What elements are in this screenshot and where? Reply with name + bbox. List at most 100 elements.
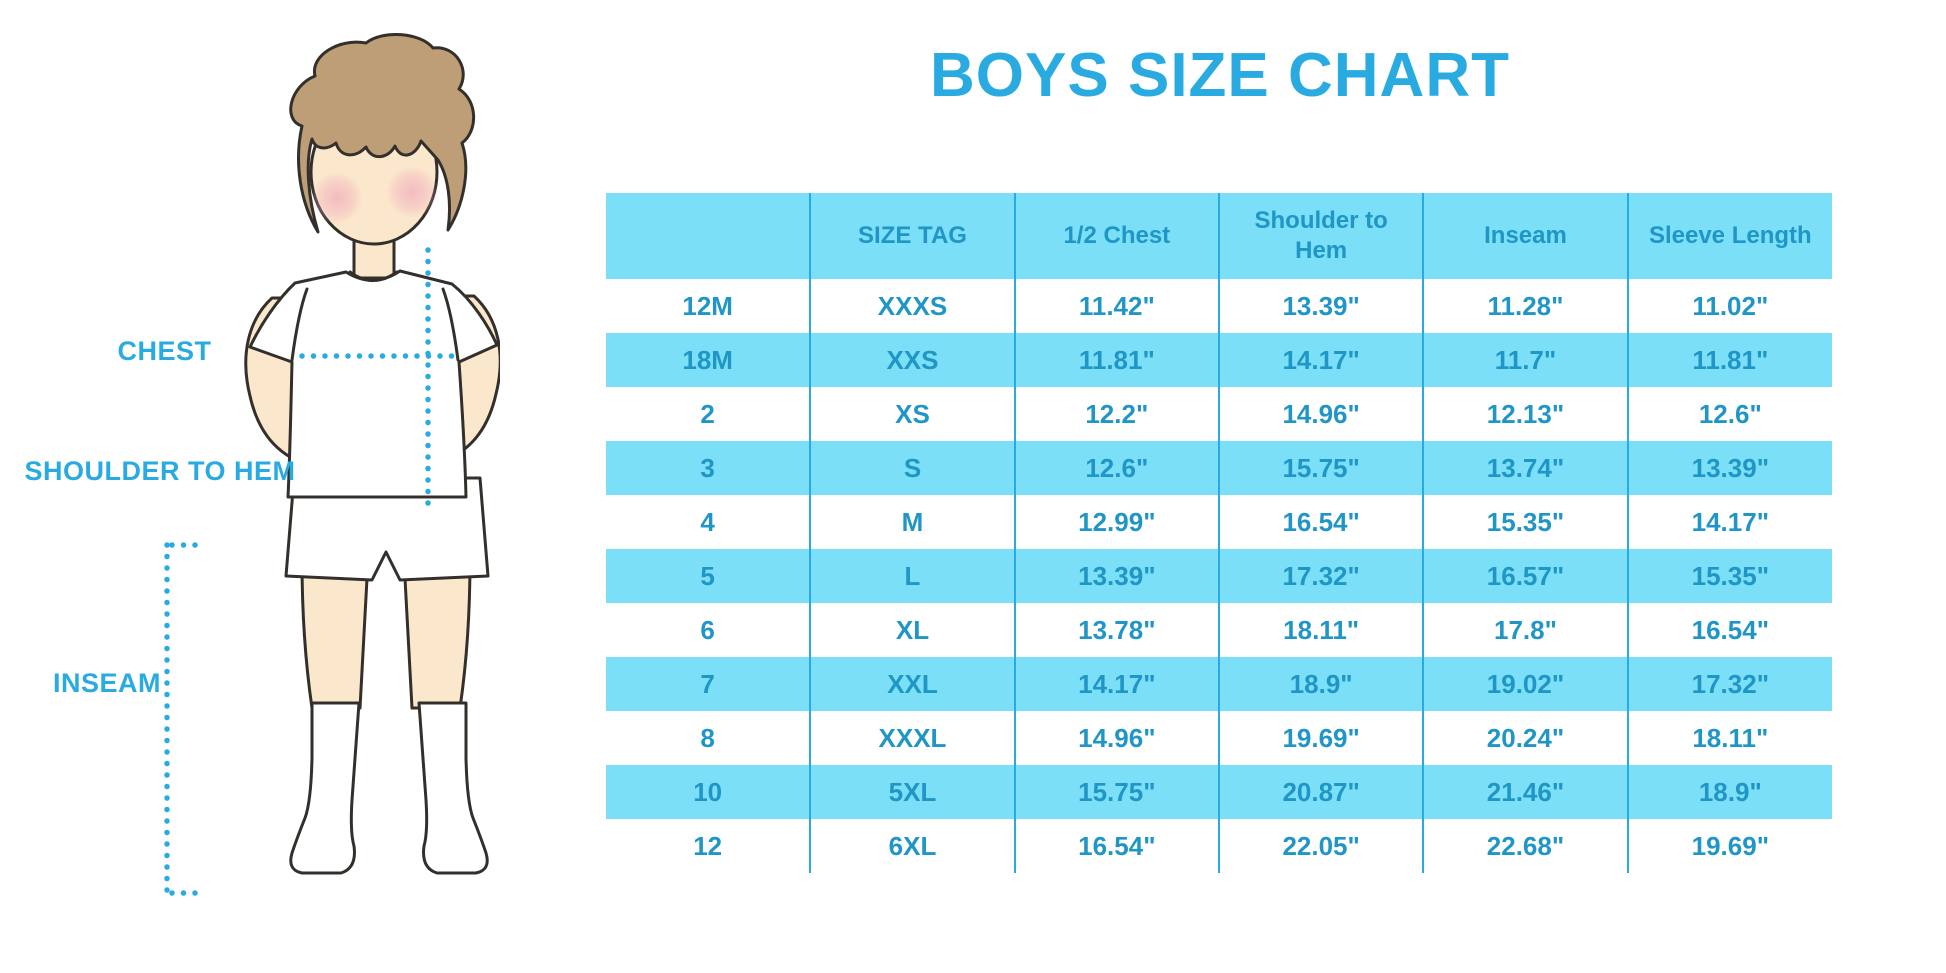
boy-left-blush [311, 172, 363, 224]
table-row: 8 XXXL 14.96" 19.69" 20.24" 18.11" [606, 711, 1832, 765]
table-row: 4 M 12.99" 16.54" 15.35" 14.17" [606, 495, 1832, 549]
measurement-cell: 13.74" [1423, 441, 1629, 495]
size-cell: 10 [606, 765, 812, 819]
measurement-cell: 18.9" [1218, 657, 1425, 711]
measurement-cell: XS [810, 387, 1016, 441]
column-header: 1/2 Chest [1014, 193, 1220, 279]
measurement-cell: 13.39" [1627, 441, 1832, 495]
measurement-cell: XXS [810, 333, 1016, 387]
size-cell: 3 [606, 441, 812, 495]
measurement-cell: 14.17" [1218, 333, 1425, 387]
measurement-cell: 14.17" [1691, 506, 1770, 537]
measurement-cell: 13.78" [1014, 603, 1220, 657]
measurement-cell: 16.54" [1014, 819, 1220, 873]
chest-label: CHEST [117, 336, 212, 366]
measurement-cell: 6XL [810, 819, 1016, 873]
table-row: 12 6XL 16.54" 22.05" 22.68" 19.69" [606, 819, 1832, 873]
size-table-head-row: SIZE TAG 1/2 Chest Shoulder to Hem Inseam Sl… [606, 193, 1832, 279]
measurement-cell: 15.35" [1423, 495, 1629, 549]
measurement-cell: 18.11" [1218, 603, 1425, 657]
boy-right-sock [417, 701, 489, 875]
measurement-cell: 17.32" [1218, 549, 1425, 603]
measurement-cell: 15.35" [1627, 549, 1832, 603]
measurement-cell: 12.13" [1423, 387, 1629, 441]
table-row: 7 XXL 14.17" 18.9" 19.02" 17.32" [606, 657, 1832, 711]
measurement-cell: 12.6" [1014, 441, 1220, 495]
measurement-cell: 17.8" [1423, 603, 1629, 657]
table-row: 3 S 12.6" 15.75" 13.74" 13.39" [606, 441, 1832, 495]
measurement-cell: 5XL [810, 765, 1016, 819]
size-cell: 12M [606, 279, 812, 333]
measurement-cell: 18.9" [1627, 765, 1832, 819]
measurement-cell: 11.28" [1423, 279, 1629, 333]
measurement-cell: L [810, 549, 1016, 603]
size-table-header: SIZE TAG 1/2 Chest Shoulder to Hem Inseam Sl… [606, 193, 1832, 279]
table-row: 2 XS 12.2" 14.96" 12.13" 12.6" [606, 387, 1832, 441]
measurement-cell: 16.54" [1691, 614, 1770, 645]
measurement-cell: 13.39" [1014, 549, 1220, 603]
column-header-empty [606, 193, 812, 279]
boy-shirt [248, 269, 499, 499]
measurement-cell: 20.87" [1218, 765, 1425, 819]
measurement-cell: 19.69" [1218, 711, 1425, 765]
measurement-cell: 15.75" [1218, 441, 1425, 495]
measurement-cell: XXL [810, 657, 1016, 711]
table-row: 6 XL 13.78" 18.11" 17.8" 16.54" [606, 603, 1832, 657]
measurement-cell: XXXL [810, 711, 1016, 765]
measurement-cell: 17.32" [1627, 657, 1832, 711]
size-table: SIZE TAG 1/2 Chest Shoulder to Hem Inseam Sl… [606, 193, 1832, 873]
size-cell: 6 [606, 603, 812, 657]
measurement-cell: S [810, 441, 1016, 495]
measurement-cell: 22.05" [1218, 819, 1425, 873]
measurement-cell: 13.39" [1218, 279, 1425, 333]
boy-illustration: CHEST SHOULDER TO HEM INSEAM [0, 0, 500, 973]
boy-left-thigh [300, 558, 370, 710]
measurement-cell: 19.69" [1691, 830, 1770, 861]
boy-legs [289, 558, 489, 875]
size-cell: 5 [606, 549, 812, 603]
measurement-cell: XXXS [810, 279, 1016, 333]
table-row: 5 L 13.39" 17.32" 16.57" 15.35" [606, 549, 1832, 603]
table-row: 18M XXS 11.81" 14.17" 11.7" 11.81" [606, 333, 1832, 387]
column-header: SIZE TAG [810, 193, 1016, 279]
inseam-label: INSEAM [52, 668, 161, 698]
measurement-cell: 15.75" [1014, 765, 1220, 819]
measurement-cell: 11.7" [1423, 333, 1629, 387]
measurement-cell: 11.02" [1692, 290, 1769, 321]
measurement-cell: 12.2" [1014, 387, 1220, 441]
table-row: 12M XXXS 11.42" 13.39" 11.28" 11.02" [606, 279, 1832, 333]
boy-hair [289, 32, 476, 234]
boy-left-sock [289, 701, 361, 875]
measurement-cell: 18.11" [1692, 722, 1769, 753]
measurement-cell: 11.81" [1014, 333, 1220, 387]
size-cell: 4 [606, 495, 812, 549]
table-row: 10 5XL 15.75" 20.87" 21.46" 18.9" [606, 765, 1832, 819]
measurement-cell: 22.68" [1423, 819, 1629, 873]
measurement-cell: XL [810, 603, 1016, 657]
boy-figure-drawing [164, 32, 500, 896]
boy-right-thigh [402, 558, 472, 710]
size-table-body: 12M XXXS 11.42" 13.39" 11.28" 11.02" 18M XXS 11.… [606, 279, 1832, 873]
measurement-cell: 21.46" [1423, 765, 1629, 819]
measurement-lines [164, 247, 459, 896]
measurement-cell: 11.42" [1014, 279, 1220, 333]
measurement-cell: 20.24" [1423, 711, 1629, 765]
measurement-cell: 12.6" [1698, 398, 1762, 429]
size-cell: 2 [606, 387, 812, 441]
measurement-cell: 16.57" [1423, 549, 1629, 603]
size-cell: 8 [606, 711, 812, 765]
measurement-cell: 19.02" [1423, 657, 1629, 711]
page-title: BOYS SIZE CHART [930, 41, 1510, 110]
measurement-cell: 11.81" [1627, 333, 1832, 387]
measurement-cell: 12.99" [1014, 495, 1220, 549]
measurement-cell: 14.17" [1014, 657, 1220, 711]
boy-shorts [284, 476, 490, 582]
size-cell: 7 [606, 657, 812, 711]
column-header: Shoulder to Hem [1218, 193, 1425, 279]
shoulder-to-hem-label: SHOULDER TO HEM [24, 456, 296, 486]
measurement-cell: M [810, 495, 1016, 549]
size-cell: 18M [606, 333, 812, 387]
boy-head [289, 32, 476, 246]
column-header: Sleeve Length [1627, 193, 1832, 279]
